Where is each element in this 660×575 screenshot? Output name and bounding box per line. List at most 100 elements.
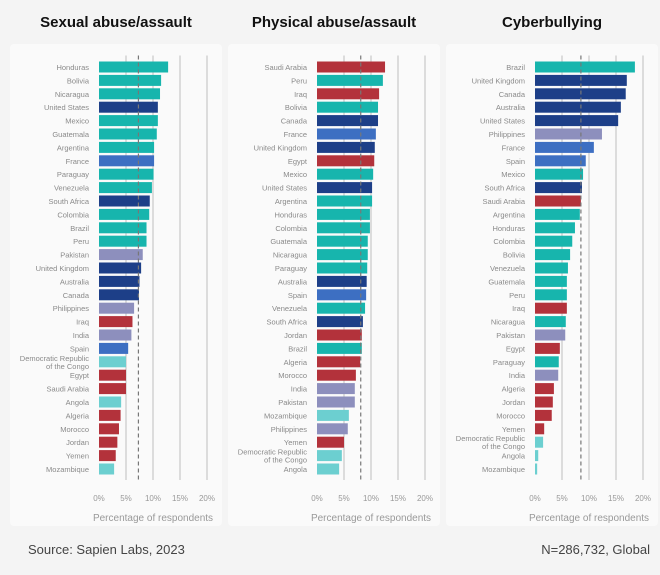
category-label: Algeria	[66, 411, 90, 420]
bar	[535, 208, 580, 220]
category-label: Peru	[509, 291, 525, 300]
category-label: Argentina	[493, 210, 526, 219]
bar	[535, 329, 566, 341]
category-label: Morocco	[278, 371, 307, 380]
bar	[535, 262, 568, 274]
bar	[99, 88, 161, 100]
bar	[535, 450, 539, 462]
x-axis-label: Percentage of respondents	[311, 513, 431, 524]
bar	[535, 182, 582, 194]
x-tick-label: 20%	[417, 494, 433, 503]
bar	[317, 356, 361, 368]
x-tick-label: 0%	[311, 494, 323, 503]
category-label: Argentina	[57, 143, 90, 152]
category-label: France	[284, 130, 307, 139]
bar	[535, 195, 581, 207]
bar	[535, 409, 552, 421]
category-label: Brazil	[288, 344, 307, 353]
bar	[99, 436, 118, 448]
category-label: Guatemala	[488, 277, 526, 286]
category-label: France	[502, 143, 525, 152]
bar	[317, 74, 383, 86]
bar	[317, 222, 370, 234]
bar	[317, 155, 375, 167]
category-label: Peru	[291, 76, 307, 85]
chart-title-cyberbullying: Cyberbullying	[501, 14, 602, 31]
bar	[317, 208, 370, 220]
x-tick-label: 5%	[338, 494, 350, 503]
bar	[317, 168, 374, 180]
x-axis-label: Percentage of respondents	[529, 513, 649, 524]
bar	[317, 450, 342, 462]
bar	[317, 195, 373, 207]
x-tick-label: 20%	[635, 494, 651, 503]
bar	[535, 61, 635, 73]
bar	[535, 235, 573, 247]
bar	[535, 289, 567, 301]
bar	[535, 342, 560, 354]
bar	[317, 436, 344, 448]
category-label: Peru	[73, 237, 89, 246]
category-label: Angola	[502, 452, 526, 461]
bar	[535, 128, 602, 140]
bar	[99, 61, 169, 73]
category-label: Spain	[506, 157, 525, 166]
bar	[99, 182, 152, 194]
category-label: Saudi Arabia	[482, 197, 525, 206]
category-label: Australia	[278, 277, 308, 286]
x-tick-label: 0%	[93, 494, 105, 503]
category-label: Democratic Republic of the Congo	[20, 354, 89, 371]
bar	[317, 101, 379, 113]
bar	[317, 141, 375, 153]
category-label: United States	[480, 117, 525, 126]
category-label: Angola	[66, 398, 90, 407]
category-label: Algeria	[284, 358, 308, 367]
bar	[535, 101, 621, 113]
source-note: Source: Sapien Labs, 2023	[28, 542, 185, 557]
bar	[317, 342, 362, 354]
bar	[535, 168, 584, 180]
category-label: France	[66, 157, 89, 166]
chart-panel-physical-abuse: Saudi Arabia Peru Iraq Bolivia Canada France U…	[228, 44, 440, 526]
bar	[317, 88, 380, 100]
category-label: Australia	[496, 103, 526, 112]
x-tick-label: 10%	[581, 494, 597, 503]
bar	[99, 115, 158, 127]
category-label: Paraguay	[57, 170, 89, 179]
category-label: Venezuela	[490, 264, 526, 273]
category-label: Honduras	[492, 224, 525, 233]
category-label: Brazil	[70, 224, 89, 233]
bar	[99, 275, 140, 287]
bar	[317, 235, 368, 247]
x-tick-label: 0%	[529, 494, 541, 503]
x-tick-label: 10%	[145, 494, 161, 503]
bar	[535, 316, 566, 328]
bar	[535, 383, 554, 395]
bar	[99, 450, 116, 462]
bar	[99, 195, 150, 207]
category-label: Pakistan	[278, 398, 307, 407]
bar	[99, 409, 121, 421]
bar	[317, 115, 379, 127]
x-tick-label: 20%	[199, 494, 215, 503]
category-label: Philippines	[53, 304, 90, 313]
chart-panel-sexual-abuse: Honduras Bolivia Nicaragua United States Mex…	[10, 44, 222, 526]
bar	[99, 235, 147, 247]
category-label: Morocco	[60, 425, 89, 434]
category-label: Venezuela	[54, 184, 90, 193]
category-label: Angola	[284, 465, 308, 474]
bar	[317, 249, 368, 261]
bar	[99, 463, 115, 475]
x-tick-label: 15%	[390, 494, 406, 503]
bar	[99, 141, 155, 153]
category-label: Jordan	[66, 438, 89, 447]
category-label: Nicaragua	[273, 251, 308, 260]
category-label: Algeria	[502, 385, 526, 394]
bar	[99, 302, 135, 314]
bar	[317, 396, 355, 408]
bar	[99, 329, 132, 341]
chart-title-sexual-abuse: Sexual abuse/assault	[40, 14, 192, 31]
category-label: Saudi Arabia	[264, 63, 307, 72]
category-label: Bolivia	[285, 103, 308, 112]
category-label: South Africa	[485, 184, 526, 193]
